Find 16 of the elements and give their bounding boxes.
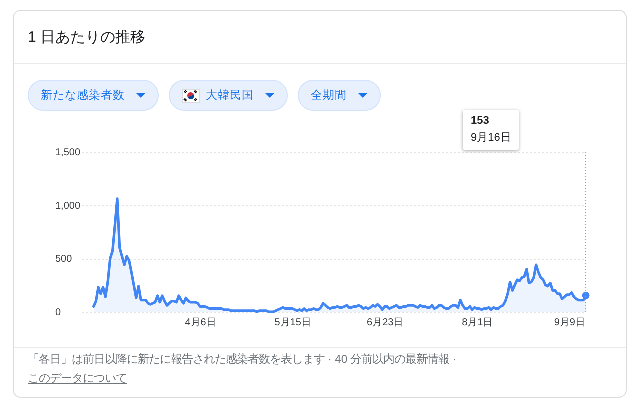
- x-tick-label: 5月15日: [274, 318, 312, 328]
- dropdown-button: 大韓民国: [169, 80, 288, 111]
- x-tick-label: 8月1日: [462, 318, 494, 328]
- x-tick-label: 9月9日: [554, 318, 586, 328]
- tooltip: 153 9月16日: [463, 110, 520, 150]
- x-tick-label: 4月6日: [185, 318, 216, 328]
- dropdown-button: 全期間: [298, 80, 381, 111]
- dropdown-button: 新たな感染者数: [28, 80, 159, 111]
- y-tick-label: 0: [56, 308, 62, 318]
- y-tick-label: 500: [56, 254, 73, 266]
- text: 「各日」は前日以降に新たに報告された感染者数を表します · 40 分前以内の最新情報 ·: [28, 354, 457, 366]
- y-tick-label: 1,500: [56, 148, 81, 158]
- text: このデータについて: [28, 373, 127, 385]
- chart-title: 1 日あたりの推移: [28, 28, 146, 47]
- y-tick-label: 1,000: [56, 200, 81, 212]
- x-tick-label: 6月23日: [367, 318, 404, 328]
